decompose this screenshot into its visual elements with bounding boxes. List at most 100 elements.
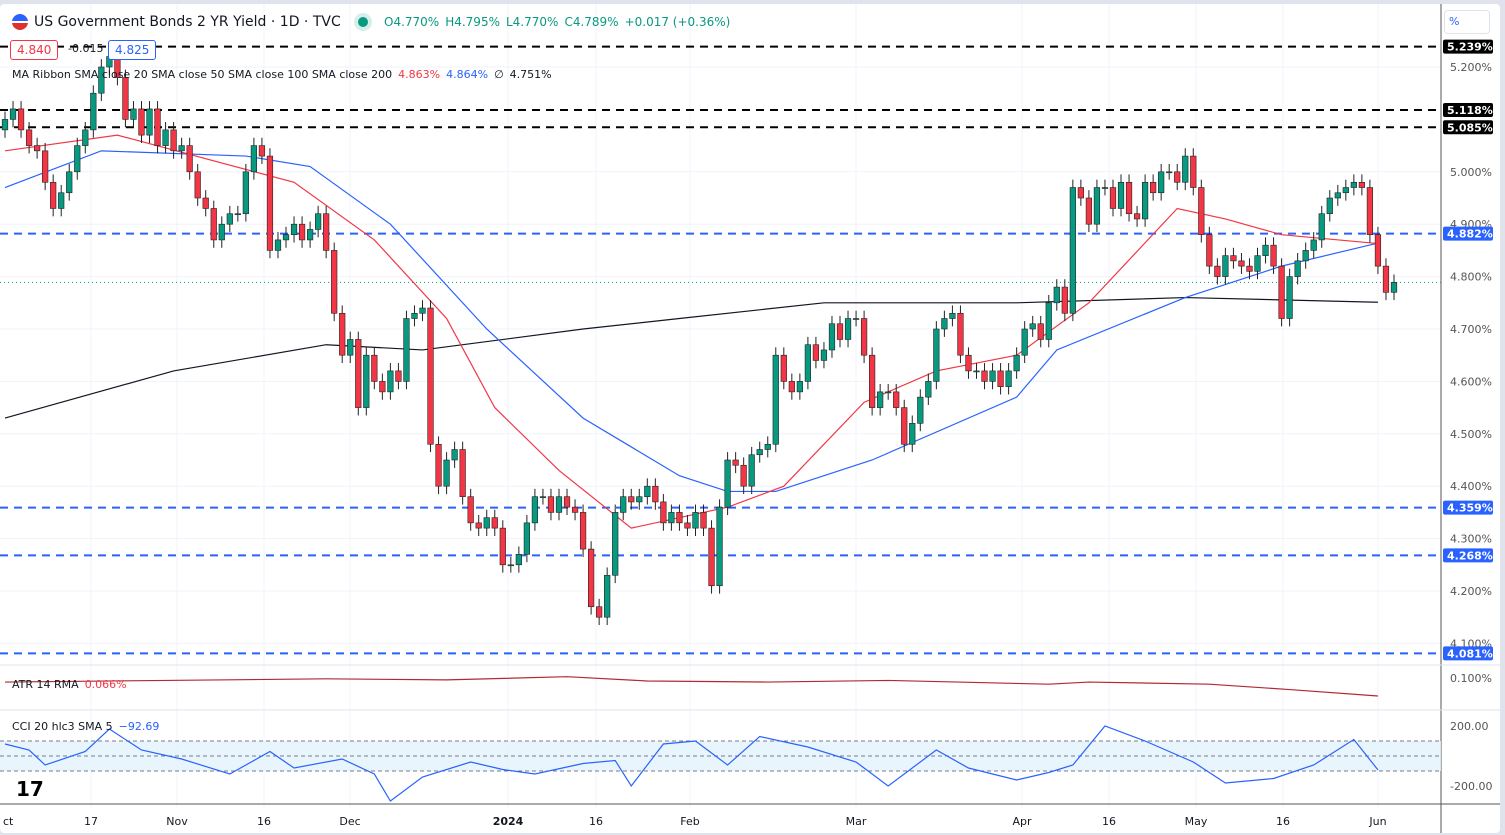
candle-body: [467, 496, 474, 524]
candle-body: [186, 145, 193, 173]
candle-body: [636, 496, 643, 503]
candle-body: [820, 349, 828, 361]
candle-body: [1326, 197, 1333, 215]
candle-body: [989, 370, 996, 382]
y-tick-label: 4.500%: [1450, 428, 1492, 441]
x-tick-label: Nov: [166, 815, 188, 828]
candle-body: [860, 318, 868, 356]
sell-button[interactable]: 4.840: [10, 40, 59, 60]
atr-legend[interactable]: ATR 14 RMA 0.066%: [12, 678, 127, 691]
candle-body: [170, 129, 177, 152]
candle-body: [90, 92, 97, 131]
candle-body: [1, 119, 9, 131]
candle-body: [628, 496, 635, 503]
candle-body: [411, 312, 418, 319]
candle-body: [523, 522, 530, 555]
cci-tick-label: -200.00: [1450, 780, 1492, 793]
candle-body: [1150, 181, 1157, 194]
close-value: C4.789%: [564, 15, 619, 29]
candle-body: [1270, 244, 1277, 267]
candle-body: [917, 396, 924, 424]
x-tick-label: Dec: [339, 815, 360, 828]
candle-body: [1077, 187, 1084, 199]
ma50-value: 4.864%: [446, 68, 489, 81]
candle-body: [395, 370, 402, 382]
candle-body: [1109, 187, 1117, 209]
candle-body: [1005, 370, 1012, 387]
ma20-value: 4.863%: [398, 68, 441, 81]
candle-body: [371, 354, 378, 382]
ma100-value: ∅: [494, 68, 504, 81]
x-tick-label: Jun: [1368, 815, 1386, 828]
ohlc-readout: O4.770% H4.795% L4.770% C4.789% +0.017 (…: [358, 15, 730, 29]
candle-body: [612, 512, 619, 576]
candle-body: [34, 145, 41, 152]
price-chart[interactable]: 5.200%5.000%4.900%4.800%4.700%4.600%4.50…: [0, 4, 1500, 833]
candle-body: [740, 464, 747, 487]
candle-body: [258, 145, 266, 157]
candle-body: [1334, 192, 1341, 199]
cci-value: −92.69: [118, 720, 160, 733]
candle-body: [587, 548, 595, 608]
candle-body: [788, 381, 795, 393]
atr-label: ATR 14 RMA: [12, 678, 79, 691]
candle-body: [1318, 213, 1325, 241]
symbol-header[interactable]: US Government Bonds 2 YR Yield · 1D · TV…: [12, 14, 341, 30]
x-tick-label: 17: [84, 815, 98, 828]
x-tick-label: May: [1185, 815, 1208, 828]
atr-line: [4, 676, 1378, 697]
sma50-line: [4, 150, 1379, 493]
ma-ribbon-legend[interactable]: MA Ribbon SMA close 20 SMA close 50 SMA …: [12, 68, 552, 81]
candle-body: [298, 223, 306, 241]
candle-body: [1093, 187, 1101, 225]
buy-button[interactable]: 4.825: [108, 40, 157, 60]
candle-body: [1198, 187, 1205, 235]
candle-body: [274, 239, 282, 251]
candle-body: [1029, 323, 1036, 330]
candle-body: [98, 66, 105, 94]
candle-body: [1085, 197, 1093, 225]
candle-body: [1117, 181, 1125, 209]
candle-body: [1158, 171, 1165, 194]
candle-body: [716, 506, 723, 587]
change-value: +0.017 (+0.36%): [624, 15, 731, 29]
candle-body: [331, 250, 338, 314]
level-price-label: 4.882%: [1447, 228, 1493, 241]
candle-body: [491, 517, 498, 529]
scale-unit-button[interactable]: %: [1444, 10, 1490, 34]
candle-body: [620, 496, 627, 513]
candle-body: [1222, 255, 1229, 277]
candle-body: [194, 171, 201, 199]
candle-body: [531, 496, 539, 524]
candle-body: [435, 443, 442, 487]
candle-body: [1310, 239, 1317, 251]
candle-body: [1125, 181, 1133, 215]
candle-body: [1302, 250, 1309, 262]
y-tick-label: 4.200%: [1450, 585, 1492, 598]
candle-body: [146, 108, 153, 136]
y-tick-label: 4.400%: [1450, 480, 1492, 493]
candle-body: [676, 512, 683, 524]
cci-tick-label: 200.00: [1450, 720, 1489, 733]
open-value: O4.770%: [384, 15, 440, 29]
candle-body: [1045, 302, 1052, 340]
us-flag-icon: [12, 14, 28, 30]
level-price-tag: [1443, 226, 1493, 241]
candle-body: [547, 496, 555, 513]
candle-body: [1174, 171, 1181, 183]
candle-body: [1246, 265, 1253, 272]
candle-body: [1053, 286, 1060, 304]
x-tick-label: 2024: [493, 815, 524, 828]
sma200-line: [4, 296, 1378, 419]
candle-body: [1141, 181, 1149, 220]
candle-body: [483, 517, 490, 529]
cci-legend[interactable]: CCI 20 hlc3 SMA 5 −92.69: [12, 720, 159, 733]
candle-body: [844, 318, 852, 340]
candle-body: [138, 108, 145, 136]
candle-body: [1294, 260, 1301, 277]
candle-body: [885, 391, 892, 394]
candle-body: [515, 554, 522, 566]
candle-body: [1390, 282, 1398, 293]
candle-body: [451, 449, 458, 461]
ma200-value: 4.751%: [509, 68, 552, 81]
